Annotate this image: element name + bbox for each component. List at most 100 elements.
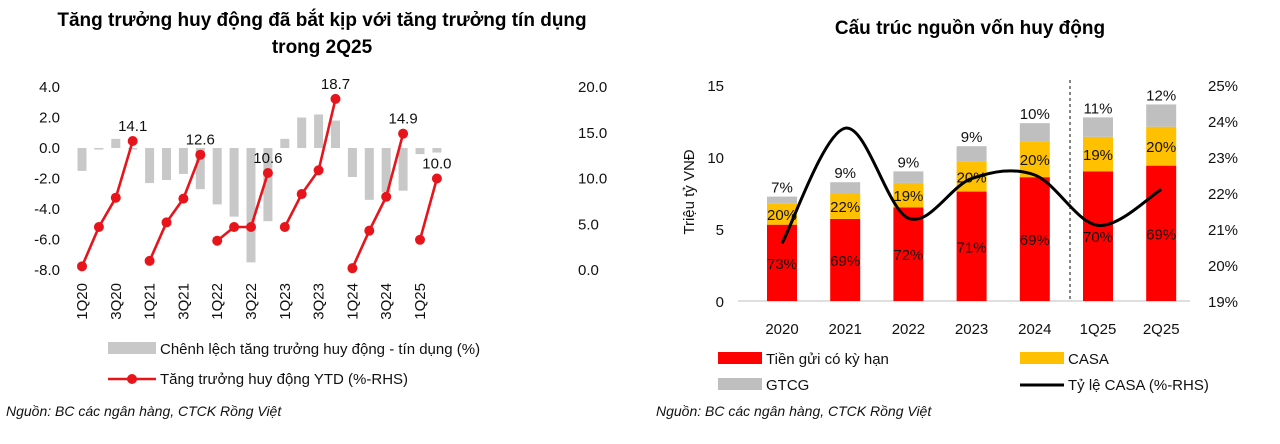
label-term-deposit: 73% xyxy=(767,256,797,273)
label-casa: 19% xyxy=(893,188,923,205)
bar-gtcg xyxy=(893,171,924,183)
y-right-tick-label: 5.0 xyxy=(578,216,599,233)
ytd-point xyxy=(279,221,290,232)
legend-label-casa-ratio: Tỷ lệ CASA (%-RHS) xyxy=(1068,377,1209,394)
y-right-tick-label: 19% xyxy=(1208,294,1238,311)
casa-ratio-line xyxy=(780,126,1163,245)
gap-bar xyxy=(94,148,104,150)
ytd-line-segment xyxy=(80,140,134,267)
ytd-line-segment xyxy=(216,172,270,242)
ytd-data-label: 12.6 xyxy=(186,132,215,149)
x-tick-label: 3Q21 xyxy=(175,283,192,320)
x-tick-label: 3Q20 xyxy=(108,283,125,320)
y-right-tick-label: 22% xyxy=(1208,186,1238,203)
chart-right: Cấu trúc nguồn vốn huy động Triệu tỷ VNĐ 1… xyxy=(656,18,1238,419)
source-note: Nguồn: BC các ngân hàng, CTCK Rồng Việt xyxy=(656,403,932,419)
x-tick-label: 3Q22 xyxy=(243,283,260,320)
label-term-deposit: 72% xyxy=(893,247,923,264)
label-term-deposit: 69% xyxy=(1020,232,1050,249)
x-tick-label: 2Q25 xyxy=(1143,321,1180,338)
legend-swatch-gtcg xyxy=(718,378,762,390)
ytd-point xyxy=(347,263,358,274)
x-tick-label: 1Q21 xyxy=(142,283,159,320)
gap-bar xyxy=(280,138,290,148)
x-tick-label: 3Q24 xyxy=(378,283,395,320)
y-left-tick-label: -8.0 xyxy=(34,262,60,279)
label-gtcg: 11% xyxy=(1084,100,1113,117)
y-left-tick-label: 0 xyxy=(716,294,724,311)
label-casa: 22% xyxy=(830,199,860,216)
bar-gtcg xyxy=(1019,123,1050,142)
ytd-data-label: 14.9 xyxy=(388,111,417,128)
x-tick-label: 1Q23 xyxy=(277,283,294,320)
label-term-deposit: 70% xyxy=(1083,229,1113,246)
gap-bar xyxy=(432,148,442,153)
ytd-point xyxy=(313,165,324,176)
label-gtcg: 9% xyxy=(898,154,920,171)
ytd-point xyxy=(229,221,240,232)
ytd-point xyxy=(212,235,223,246)
bar-term-deposit xyxy=(956,191,987,301)
source-note: Nguồn: BC các ngân hàng, CTCK Rồng Việt xyxy=(6,403,282,419)
legend-label-term-deposit: Tiền gửi có kỳ hạn xyxy=(766,351,889,368)
ytd-point xyxy=(127,135,138,146)
gap-bar xyxy=(178,148,188,174)
y-left-tick-label: -4.0 xyxy=(34,201,60,218)
ytd-line-segment xyxy=(351,133,405,269)
label-casa: 20% xyxy=(1020,152,1050,169)
ytd-point xyxy=(364,225,375,236)
label-term-deposit: 71% xyxy=(957,239,987,256)
ytd-point xyxy=(110,192,121,203)
label-gtcg: 7% xyxy=(771,180,793,197)
bar-term-deposit xyxy=(830,218,861,301)
gap-bar xyxy=(364,148,374,200)
gap-bar xyxy=(263,148,273,222)
bar-casa xyxy=(1146,126,1177,166)
ytd-line-segment xyxy=(148,154,202,262)
label-gtcg: 9% xyxy=(834,165,856,182)
chart-left: Tăng trưởng huy động đã bắt kịp với tăng… xyxy=(6,9,607,419)
ytd-line-segment xyxy=(418,178,439,241)
label-casa: 19% xyxy=(1083,147,1113,164)
y-right-tick-label: 21% xyxy=(1208,222,1238,239)
y-left-tick-label: 15 xyxy=(707,78,724,95)
y-right-tick-label: 25% xyxy=(1208,78,1238,95)
chart-title-line: trong 2Q25 xyxy=(272,37,373,58)
y-right-tick-label: 0.0 xyxy=(578,262,599,279)
x-tick-label: 2024 xyxy=(1018,321,1051,338)
ytd-point xyxy=(330,93,341,104)
bar-casa xyxy=(1083,136,1113,172)
y-left-tick-label: -6.0 xyxy=(34,232,60,249)
ytd-point xyxy=(415,234,425,245)
y-left-tick-label: 4.0 xyxy=(39,79,60,96)
x-tick-label: 1Q20 xyxy=(74,283,91,320)
label-gtcg: 10% xyxy=(1020,106,1050,123)
bar-gtcg xyxy=(830,182,861,193)
label-gtcg: 9% xyxy=(961,129,983,146)
legend-marker-ytd xyxy=(127,374,137,384)
legend-swatch-casa xyxy=(1020,352,1064,364)
gap-bar xyxy=(331,120,340,148)
y-right-tick-label: 20% xyxy=(1208,258,1238,275)
legend-label-ytd: Tăng trưởng huy động YTD (%-RHS) xyxy=(160,371,408,388)
y-right-tick-label: 23% xyxy=(1208,150,1238,167)
x-tick-label: 1Q22 xyxy=(209,283,226,320)
ytd-point xyxy=(77,261,87,272)
chart-title-line: Tăng trưởng huy động đã bắt kịp với tăng… xyxy=(57,9,586,31)
gap-bar xyxy=(398,148,408,191)
ytd-point xyxy=(262,168,273,179)
gap-bar xyxy=(111,138,121,148)
x-tick-label: 2021 xyxy=(829,321,862,338)
gap-bar xyxy=(77,148,87,171)
legend-label-gap: Chênh lệch tăng trưởng huy động - tín dụ… xyxy=(160,341,480,358)
y-left-tick-label: 10 xyxy=(707,150,724,167)
y-left-tick-label: 2.0 xyxy=(39,110,60,127)
bar-term-deposit xyxy=(893,207,924,301)
y-right-tick-label: 15.0 xyxy=(578,125,607,142)
ytd-point xyxy=(161,217,172,228)
label-casa: 20% xyxy=(1146,139,1176,156)
bar-casa xyxy=(893,182,924,208)
ytd-data-label: 10.6 xyxy=(253,150,282,167)
legend-label-gtcg: GTCG xyxy=(766,377,809,394)
label-term-deposit: 69% xyxy=(830,253,860,270)
